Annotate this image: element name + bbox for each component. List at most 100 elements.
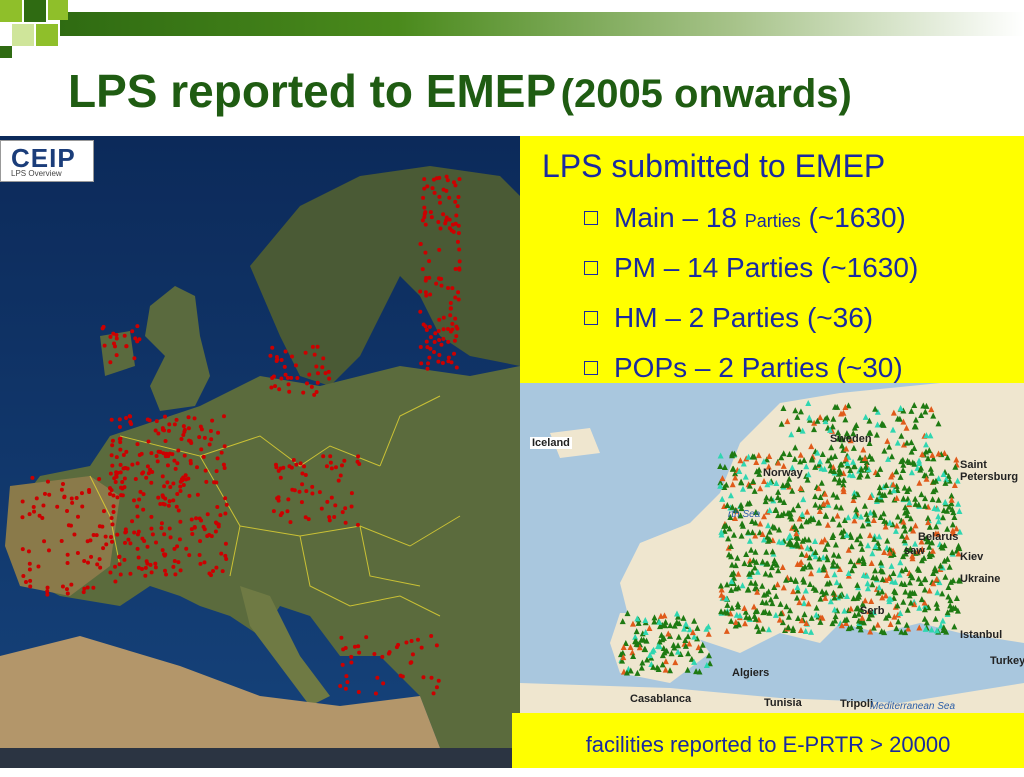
eprtr-facility-point [827,426,834,433]
lps-point [287,389,292,394]
lps-point [121,453,126,458]
eprtr-facility-point [717,452,724,459]
lps-point [111,331,116,336]
eprtr-facility-point [752,509,759,516]
lps-point [112,341,117,346]
eprtr-facility-point [705,623,712,630]
eprtr-facility-point [876,489,883,496]
lps-point [223,496,228,501]
lps-point [189,440,194,445]
eprtr-facility-point [745,528,752,535]
eprtr-facility-point [885,612,892,619]
lps-point [45,479,50,484]
lps-point [161,501,166,506]
lps-point [181,483,186,488]
lps-point [20,547,25,552]
lps-point [216,524,221,529]
eprtr-facility-point [732,507,739,514]
lps-point [437,337,442,342]
eprtr-facility-point [838,622,845,629]
lps-point [123,466,128,471]
eprtr-facility-point [812,463,819,470]
eprtr-facility-point [851,489,858,496]
eprtr-facility-point [935,513,942,520]
lps-point [340,510,345,515]
eprtr-facility-point [706,652,713,659]
eprtr-facility-point [832,613,839,620]
eprtr-facility-point [950,577,957,584]
eprtr-facility-point [914,548,921,555]
eprtr-facility-point [841,607,848,614]
eprtr-facility-point [919,451,926,458]
eprtr-facility-point [749,529,756,536]
eprtr-facility-point [855,610,862,617]
lps-point [72,532,77,537]
eprtr-facility-point [728,578,735,585]
lps-point [192,416,197,421]
lps-point [165,463,170,468]
lps-point [224,502,229,507]
lps-point [126,537,131,542]
eprtr-facility-point [838,504,845,511]
lps-point [175,544,180,549]
lps-point [424,339,429,344]
eprtr-facility-point [759,582,766,589]
eprtr-facility-point [925,519,932,526]
eprtr-facility-point [922,408,929,415]
lps-point [145,464,150,469]
eprtr-facility-point [923,448,930,455]
lps-point [201,524,206,529]
eprtr-facility-point [778,610,785,617]
eprtr-facility-point [916,604,923,611]
eprtr-facility-point [818,465,825,472]
lps-point [145,544,150,549]
eprtr-facility-point [890,409,897,416]
eprtr-facility-point [917,466,924,473]
eprtr-facility-point [892,589,899,596]
eprtr-facility-point [630,653,637,660]
eprtr-facility-point [814,449,821,456]
eprtr-facility-point [691,658,698,665]
bullet-text: HM – 2 Parties (~36) [614,302,874,333]
lps-point [386,651,391,656]
europe-satellite-map-graphic [0,136,520,748]
eprtr-facility-point [763,560,770,567]
eprtr-facility-point [804,544,811,551]
eprtr-facility-point [922,602,929,609]
lps-point [221,462,226,467]
lps-point [450,321,455,326]
eprtr-facility-point [901,522,908,529]
eprtr-facility-point [939,617,946,624]
lps-point [432,350,437,355]
eprtr-facility-point [728,571,735,578]
eprtr-facility-point [747,579,754,586]
checkbox-bullet-icon [584,311,598,325]
eprtr-facility-point [870,574,877,581]
eprtr-facility-point [789,487,796,494]
list-item: PM – 14 Parties (~1630) [584,252,918,302]
lps-point [299,500,304,505]
lps-point [136,565,141,570]
lps-point [457,267,462,272]
lps-point [213,520,218,525]
lps-point [209,534,214,539]
lps-point [438,226,443,231]
eprtr-facility-point [922,625,929,632]
eprtr-facility-point [890,487,897,494]
eprtr-facility-point [907,599,914,606]
eprtr-facility-point [778,420,785,427]
eprtr-facility-point [840,409,847,416]
eprtr-facility-point [919,546,926,553]
eprtr-facility-point [940,471,947,478]
eprtr-facility-point [861,502,868,509]
header-gradient-bar [60,12,1024,36]
eprtr-facility-point [851,517,858,524]
eprtr-facility-point [705,630,712,637]
lps-point [449,360,454,365]
eprtr-facility-point [754,588,761,595]
lps-point [410,652,415,657]
eprtr-facility-point [877,465,884,472]
eprtr-facility-point [676,620,683,627]
lps-point [419,361,424,366]
eprtr-facility-point [903,546,910,553]
